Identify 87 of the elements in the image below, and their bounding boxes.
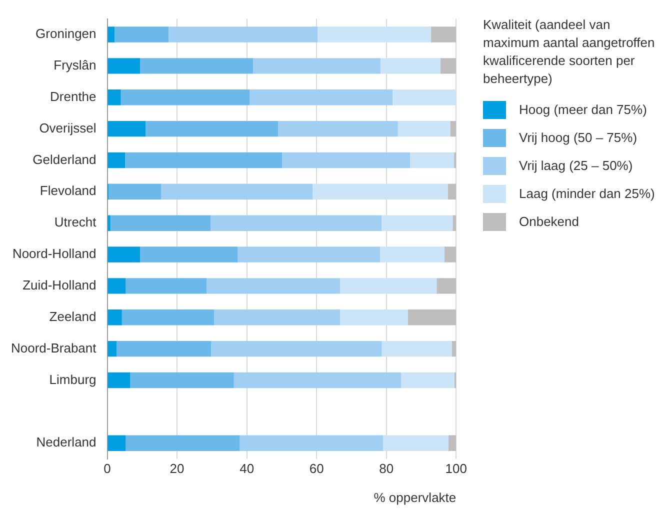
- bar: [108, 184, 161, 200]
- y-tick-label: Utrecht: [54, 214, 97, 230]
- x-tick-label: 0: [104, 461, 111, 476]
- legend-label: Vrij hoog (50 – 75%): [519, 129, 638, 147]
- bar: [211, 340, 382, 357]
- bar: [210, 215, 382, 231]
- bar: [126, 278, 207, 294]
- bar: [140, 246, 238, 262]
- bar: [382, 340, 452, 357]
- bar: [408, 310, 456, 326]
- bar: [444, 246, 456, 262]
- bar: [340, 278, 437, 294]
- bar: [440, 58, 456, 74]
- bar: [450, 120, 456, 137]
- bar: [122, 310, 214, 326]
- bar: [278, 120, 398, 137]
- bar: [108, 90, 121, 106]
- bar: [448, 435, 456, 451]
- x-axis-title: % oppervlakte: [374, 490, 456, 505]
- y-tick-label: Nederland: [36, 434, 96, 450]
- x-tick-label: 100: [445, 461, 468, 476]
- legend-label: Laag (minder dan 25%): [519, 185, 655, 203]
- bar: [108, 58, 140, 74]
- bar: [436, 278, 456, 294]
- bar: [214, 310, 340, 326]
- y-tick-label: Gelderland: [32, 152, 96, 167]
- bar: [108, 310, 122, 326]
- bar: [168, 26, 318, 42]
- bar: [312, 184, 448, 200]
- y-tick-label: Fryslân: [54, 58, 96, 73]
- legend-label: Vrij laag (25 – 50%): [519, 157, 633, 175]
- bar: [108, 278, 126, 294]
- bar: [116, 340, 212, 357]
- bar: [120, 90, 250, 106]
- bar: [114, 26, 169, 42]
- bar: [125, 152, 282, 168]
- bar: [380, 58, 440, 74]
- legend-title: Kwaliteit (aandeel van maximum aantal aangetroffen kwalificerende soorten per beheertype): [483, 16, 656, 88]
- bar: [398, 120, 450, 137]
- y-tick-label: Noord-Brabant: [10, 340, 97, 356]
- bar: [238, 246, 380, 262]
- bar: [381, 215, 453, 231]
- bar: [448, 184, 456, 200]
- bar: [452, 340, 456, 357]
- bar: [240, 435, 384, 451]
- bar: [126, 435, 240, 451]
- bar: [340, 310, 408, 326]
- x-tick-label: 80: [379, 461, 394, 476]
- y-tick-label: Flevoland: [40, 183, 96, 198]
- bar: [410, 152, 454, 168]
- bar: [318, 26, 432, 42]
- bar: [431, 26, 456, 42]
- x-tick-label: 60: [309, 461, 324, 476]
- x-tick-label: 20: [170, 461, 184, 476]
- bar: [160, 184, 313, 200]
- bar: [401, 372, 454, 388]
- bar: [383, 435, 448, 451]
- y-tick-label: Drenthe: [50, 88, 96, 104]
- bar: [206, 278, 340, 294]
- bar: [108, 340, 117, 357]
- bar: [108, 215, 110, 231]
- bar: [392, 90, 456, 106]
- bar: [250, 90, 393, 106]
- y-tick-label: Limburg: [49, 372, 96, 387]
- bar: [108, 372, 130, 388]
- bar: [130, 372, 234, 388]
- bar: [282, 152, 410, 168]
- bar: [108, 152, 126, 168]
- y-tick-label: Zeeland: [49, 308, 96, 324]
- bar: [234, 372, 402, 388]
- y-tick-label: Zuid-Holland: [22, 278, 96, 293]
- x-tick-label: 40: [240, 461, 254, 476]
- bar: [253, 58, 380, 74]
- legend-label: Onbekend: [519, 213, 579, 231]
- bar: [108, 120, 146, 137]
- bar: [140, 58, 254, 74]
- legend-label: Hoog (meer dan 75%): [519, 101, 647, 119]
- y-tick-label: Noord-Holland: [12, 246, 96, 262]
- bar: [380, 246, 444, 262]
- y-tick-label: Groningen: [36, 26, 96, 42]
- bar: [108, 246, 140, 262]
- bar: [146, 120, 278, 137]
- bar: [108, 435, 126, 451]
- bar: [108, 26, 115, 42]
- bar: [110, 215, 211, 231]
- bar: [452, 215, 456, 231]
- y-tick-label: Overijssel: [39, 120, 96, 136]
